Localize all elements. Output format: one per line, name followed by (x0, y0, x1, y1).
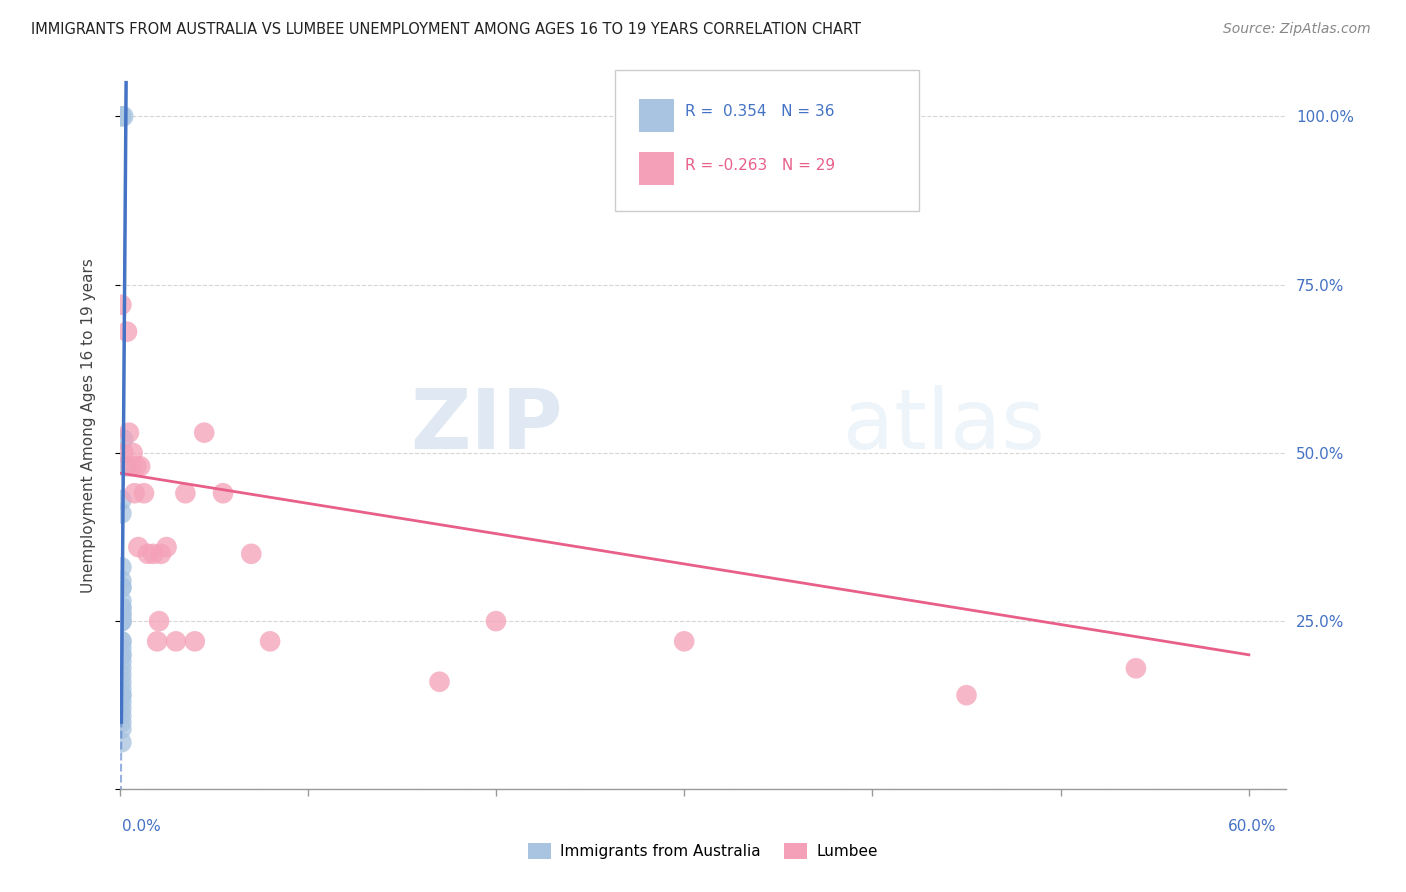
Point (149, 547, 172, 561)
Point (148, 614, 170, 628)
Point (110, 607, 132, 622)
Point (110, 715, 132, 730)
Point (955, 688, 977, 702)
Point (110, 507, 132, 521)
FancyBboxPatch shape (616, 70, 920, 211)
Point (240, 547, 263, 561)
Point (110, 701, 132, 715)
Bar (638, 152, 673, 185)
Point (110, 614, 132, 628)
Point (110, 735, 132, 749)
Point (110, 560, 132, 574)
Point (132, 486, 155, 500)
Point (136, 547, 159, 561)
Point (110, 614, 132, 628)
Point (110, 634, 132, 648)
Point (142, 547, 165, 561)
Point (110, 681, 132, 696)
Point (174, 486, 197, 500)
Point (429, 674, 451, 689)
Text: 60.0%: 60.0% (1229, 820, 1277, 834)
Point (110, 648, 132, 662)
Point (124, 486, 146, 500)
Point (110, 674, 132, 689)
Point (165, 634, 187, 648)
Point (1125, 661, 1147, 675)
Point (110, 641, 132, 656)
Text: Source: ZipAtlas.com: Source: ZipAtlas.com (1223, 22, 1371, 37)
Point (120, 459, 142, 474)
Point (125, 459, 148, 474)
Point (112, 446, 135, 460)
Point (112, 433, 135, 447)
Point (110, 668, 132, 682)
Point (110, 574, 132, 588)
Point (110, 298, 132, 312)
Text: ZIP: ZIP (411, 385, 562, 467)
Text: R = -0.263   N = 29: R = -0.263 N = 29 (686, 158, 835, 173)
Point (110, 722, 132, 736)
Point (110, 661, 132, 675)
Point (110, 708, 132, 723)
Point (110, 614, 132, 628)
Point (110, 600, 132, 615)
Point (146, 634, 169, 648)
Point (673, 634, 696, 648)
Point (110, 594, 132, 608)
Point (121, 446, 143, 460)
Point (259, 634, 281, 648)
Point (112, 109, 135, 123)
Point (114, 459, 136, 474)
Point (127, 540, 149, 554)
Text: atlas: atlas (844, 385, 1045, 467)
Point (485, 614, 508, 628)
Point (110, 688, 132, 702)
Legend: Immigrants from Australia, Lumbee: Immigrants from Australia, Lumbee (522, 838, 884, 865)
Point (129, 459, 152, 474)
Text: 0.0%: 0.0% (122, 820, 162, 834)
Point (184, 634, 207, 648)
Point (118, 425, 141, 440)
Point (110, 109, 132, 123)
Point (110, 493, 132, 508)
Point (110, 581, 132, 595)
Y-axis label: Unemployment Among Ages 16 to 19 years: Unemployment Among Ages 16 to 19 years (82, 259, 96, 593)
Point (110, 655, 132, 669)
Point (110, 581, 132, 595)
Point (110, 695, 132, 709)
Text: IMMIGRANTS FROM AUSTRALIA VS LUMBEE UNEMPLOYMENT AMONG AGES 16 TO 19 YEARS CORRE: IMMIGRANTS FROM AUSTRALIA VS LUMBEE UNEM… (31, 22, 860, 37)
Point (110, 648, 132, 662)
Point (212, 486, 235, 500)
Point (115, 325, 138, 339)
Point (110, 688, 132, 702)
Point (110, 607, 132, 622)
Point (155, 540, 177, 554)
Point (110, 600, 132, 615)
Point (110, 634, 132, 648)
Point (193, 425, 215, 440)
Bar (638, 99, 673, 131)
Text: R =  0.354   N = 36: R = 0.354 N = 36 (686, 104, 835, 120)
